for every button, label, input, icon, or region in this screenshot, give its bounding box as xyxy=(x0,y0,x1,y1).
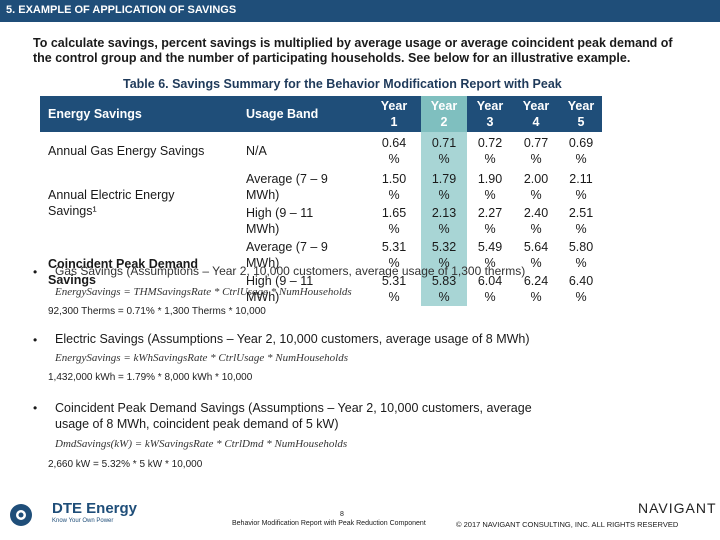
gas-savings-formula: EnergySavings = THMSavingsRate * CtrlUsa… xyxy=(55,286,352,298)
dte-brand-name: DTE Energy xyxy=(52,500,138,517)
gas-savings-calc: 92,300 Therms = 0.71% * 1,300 Therms * 1… xyxy=(48,306,266,317)
cpd-high-y3: 6.04% xyxy=(477,274,503,304)
electric-savings-text: Electric Savings (Assumptions – Year 2, … xyxy=(55,332,530,346)
year-header-1: Year 1 xyxy=(380,99,408,129)
electric-savings-formula: EnergySavings = kWhSavingsRate * CtrlUsa… xyxy=(55,352,348,364)
cpd-high-band: High (9 – 11 MWh) xyxy=(246,274,314,304)
cpd-high-y4: 6.24% xyxy=(523,274,549,304)
electric-average-band: Average (7 – 9 MWh) xyxy=(246,172,328,202)
gas-value-y4: 0.77% xyxy=(523,136,549,166)
year-header-4: Year 4 xyxy=(522,99,550,129)
elec-avg-y2: 1.79% xyxy=(431,172,457,202)
cpd-avg-y2: 5.32% xyxy=(431,240,457,270)
cpd-avg-y1: 5.31% xyxy=(381,240,407,270)
gas-value-y1: 0.64% xyxy=(381,136,407,166)
electric-high-band: High (9 – 11 MWh) xyxy=(246,206,314,236)
gas-usage-band: N/A xyxy=(246,144,267,158)
navigant-logo: NAVIGANT xyxy=(638,500,717,516)
elec-avg-y4: 2.00% xyxy=(523,172,549,202)
bullet-gas: • xyxy=(33,265,38,279)
section-title: 5. EXAMPLE OF APPLICATION OF SAVINGS xyxy=(6,4,237,16)
page-number: 8 xyxy=(340,511,344,518)
cpd-high-y5: 6.40% xyxy=(568,274,594,304)
elec-high-y1: 1.65% xyxy=(381,206,407,236)
electric-savings-calc: 1,432,000 kWh = 1.79% * 8,000 kWh * 10,0… xyxy=(48,372,253,383)
year-header-5: Year 5 xyxy=(567,99,595,129)
cpd-avg-y4: 5.64% xyxy=(523,240,549,270)
header-energy-savings: Energy Savings xyxy=(48,107,142,121)
bullet-electric: • xyxy=(33,333,38,347)
cpd-avg-y3: 5.49% xyxy=(477,240,503,270)
year2-header-highlight xyxy=(421,96,467,132)
gas-value-y3: 0.72% xyxy=(477,136,503,166)
elec-high-y2: 2.13% xyxy=(431,206,457,236)
cpd-savings-text: Coincident Peak Demand Savings (Assumpti… xyxy=(55,401,532,431)
header-usage-band: Usage Band xyxy=(246,107,319,121)
elec-avg-y1: 1.50% xyxy=(381,172,407,202)
cpd-average-band: Average (7 – 9 MWh) xyxy=(246,240,328,270)
footer-copyright: © 2017 NAVIGANT CONSULTING, INC. ALL RIG… xyxy=(456,520,679,529)
dte-tagline: Know Your Own Power xyxy=(52,518,114,524)
cpd-savings-label: Coincident Peak Demand Savings xyxy=(48,257,199,287)
gas-savings-text: Gas Savings (Assumptions – Year 2, 10,00… xyxy=(55,264,526,278)
cpd-high-y2: 5.83% xyxy=(431,274,457,304)
gas-value-y2: 0.71% xyxy=(431,136,457,166)
dte-logo-icon xyxy=(10,504,32,526)
elec-high-y3: 2.27% xyxy=(477,206,503,236)
gas-value-y5: 0.69% xyxy=(568,136,594,166)
section-header-bar: 5. EXAMPLE OF APPLICATION OF SAVINGS xyxy=(0,0,720,22)
cpd-high-y1: 5.31% xyxy=(381,274,407,304)
elec-avg-y5: 2.11% xyxy=(569,172,593,202)
year-header-2: Year 2 xyxy=(430,99,458,129)
gas-savings-label: Annual Gas Energy Savings xyxy=(48,144,205,158)
footer-document-title: Behavior Modification Report with Peak R… xyxy=(232,520,426,527)
electric-savings-label: Annual Electric Energy Savings¹ xyxy=(48,188,175,218)
elec-high-y4: 2.40% xyxy=(523,206,549,236)
table-header-band xyxy=(40,96,602,132)
cpd-avg-y5: 5.80% xyxy=(568,240,594,270)
cpd-savings-calc: 2,660 kW = 5.32% * 5 kW * 10,000 xyxy=(48,459,203,470)
elec-high-y5: 2.51% xyxy=(568,206,594,236)
year2-column-highlight xyxy=(421,132,467,306)
intro-paragraph: To calculate savings, percent savings is… xyxy=(33,36,673,65)
table-caption: Table 6. Savings Summary for the Behavio… xyxy=(123,77,562,91)
cpd-savings-formula: DmdSavings(kW) = kWSavingsRate * CtrlDmd… xyxy=(55,438,348,450)
year-header-3: Year 3 xyxy=(476,99,504,129)
bullet-coincident-peak: • xyxy=(33,401,38,415)
elec-avg-y3: 1.90% xyxy=(477,172,503,202)
